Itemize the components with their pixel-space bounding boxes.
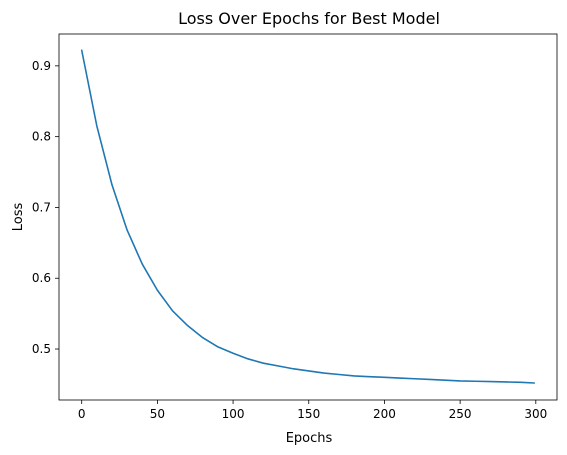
plot-area [58, 33, 558, 401]
y-tick-label: 0.7 [32, 200, 51, 214]
x-tick-label: 100 [222, 407, 245, 421]
loss-line [80, 49, 536, 384]
y-tick-label: 0.9 [32, 59, 51, 73]
series-layer [80, 49, 536, 384]
x-tick-label: 200 [373, 407, 396, 421]
x-tick-label: 150 [297, 407, 320, 421]
x-tick-label: 300 [524, 407, 547, 421]
y-axis-ticks: 0.5 0.6 0.7 0.8 0.9 [32, 59, 59, 356]
axes-frame [58, 33, 558, 401]
x-tick-label: 250 [449, 407, 472, 421]
y-tick-label: 0.6 [32, 271, 51, 285]
x-axis-ticks: 0 50 100 150 200 250 300 [78, 400, 547, 421]
x-tick-label: 0 [78, 407, 86, 421]
y-tick-label: 0.8 [32, 130, 51, 144]
x-axis-label: Epochs [286, 431, 333, 446]
y-tick-label: 0.5 [32, 342, 51, 356]
y-axis-label: Loss [11, 203, 26, 232]
chart-title: Loss Over Epochs for Best Model [178, 9, 440, 28]
x-tick-label: 50 [150, 407, 165, 421]
